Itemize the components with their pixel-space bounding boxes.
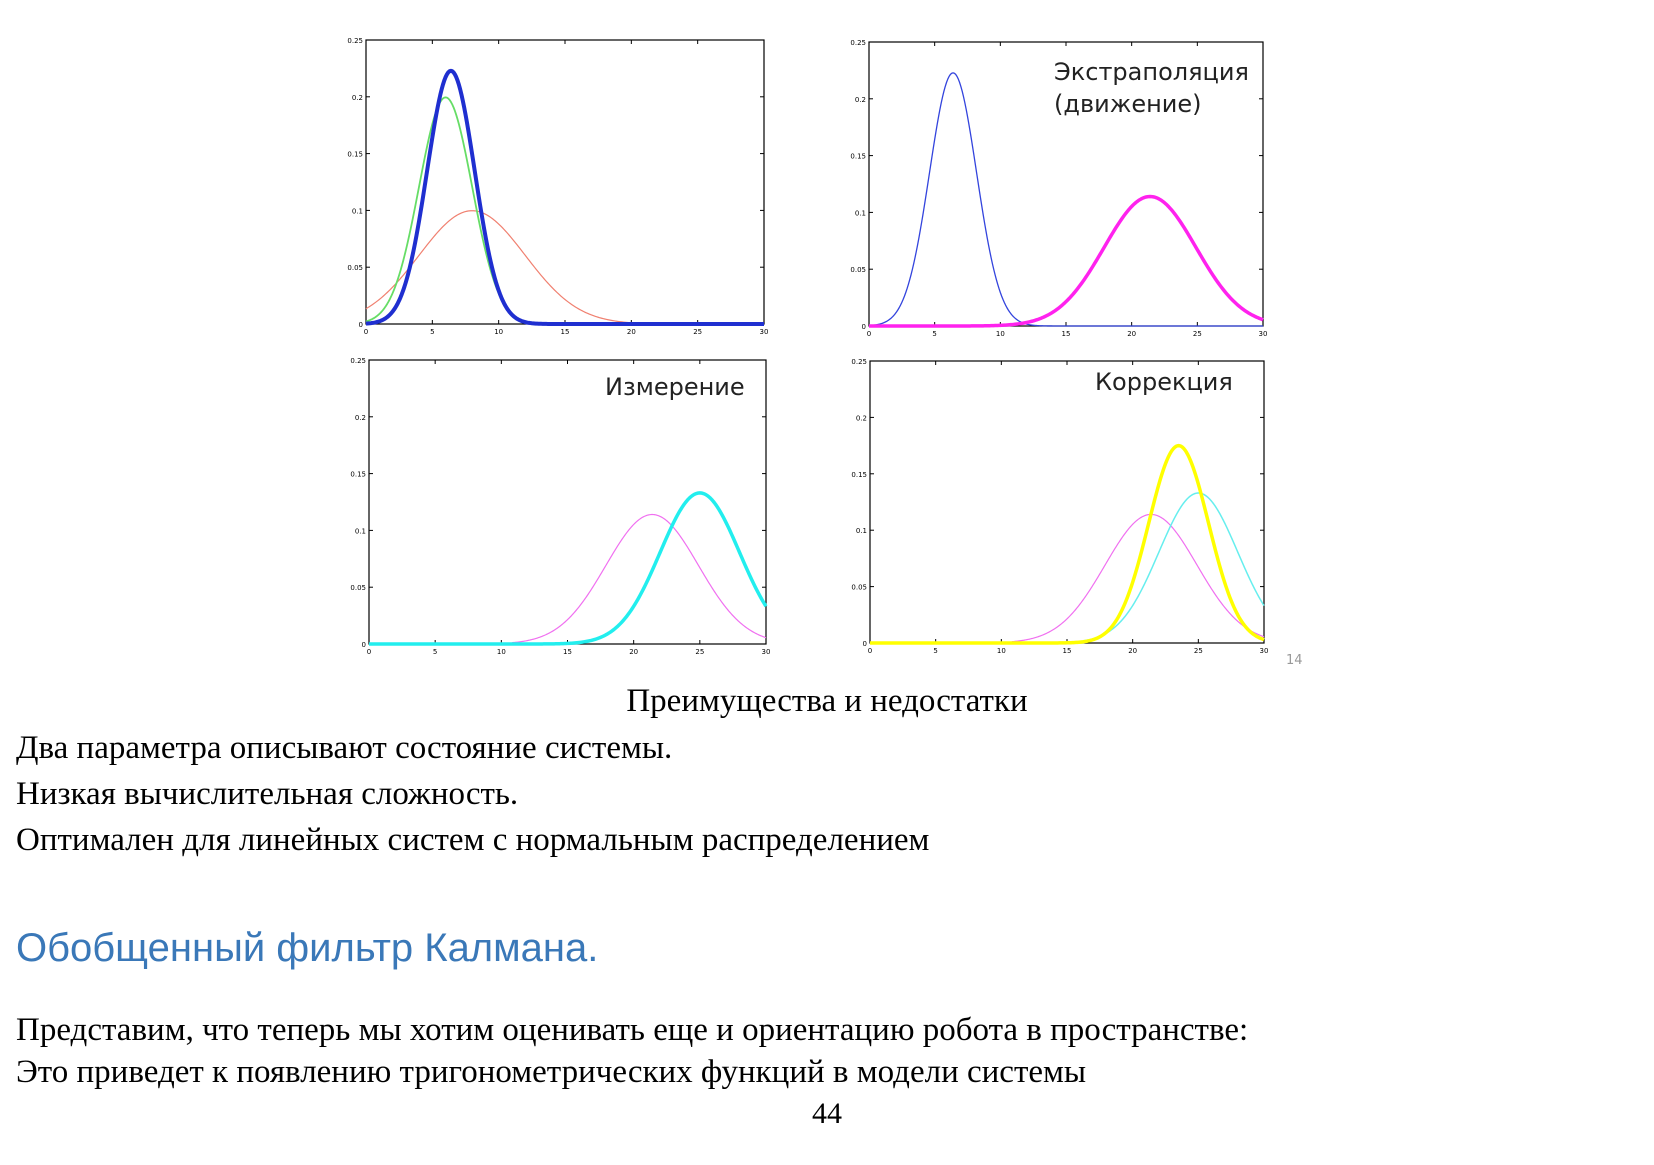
y-tick-label: 0.1	[855, 209, 866, 217]
section-heading: Обобщенный фильтр Калмана.	[16, 926, 599, 970]
x-tick-label: 0	[867, 330, 871, 338]
panel-title: Экстраполяция (движение)	[1054, 58, 1249, 118]
y-tick-label: 0	[863, 640, 867, 648]
x-tick-label: 25	[1194, 647, 1203, 655]
y-tick-label: 0.2	[352, 94, 363, 102]
y-tick-label: 0.05	[850, 266, 866, 274]
series-line	[869, 443, 1265, 645]
chart-panel: 0 5 10 15 20 25 30 0 0.05 0.1 0.15 0.2 0.25	[347, 37, 768, 336]
y-tick-label: 0.25	[850, 39, 866, 47]
x-tick-label: 10	[497, 648, 506, 656]
chart-panel: 0 5 10 15 20 25 30 0 0.05 0.1 0.15 0.2 0.25 Экстрапол…	[850, 39, 1267, 338]
y-tick-label: 0.1	[355, 527, 366, 535]
x-tick-label: 20	[627, 328, 636, 336]
y-tick-label: 0.05	[350, 584, 366, 592]
chart-panel: 0 5 10 15 20 25 30 0 0.05 0.1 0.15 0.2 0.25 Коррекция	[851, 358, 1268, 655]
x-tick-label: 0	[367, 648, 371, 656]
chart-panel: 0 5 10 15 20 25 30 0 0.05 0.1 0.15 0.2 0.25 Измерение	[350, 357, 770, 656]
x-tick-label: 20	[629, 648, 638, 656]
slide-number: 14	[1286, 653, 1303, 668]
x-tick-label: 15	[561, 328, 570, 336]
plot-frame	[868, 41, 1264, 327]
series-line	[368, 491, 768, 646]
x-tick-label: 0	[364, 328, 368, 336]
caption: Преимущества и недостатки	[626, 683, 1028, 719]
x-tick-label: 20	[1127, 330, 1136, 338]
y-tick-label: 0.1	[352, 207, 363, 215]
x-tick-label: 10	[996, 330, 1005, 338]
plot-frame	[368, 359, 767, 645]
x-tick-label: 25	[1193, 330, 1202, 338]
advantage-item: Два параметра описывают состояние систем…	[16, 730, 673, 766]
series-line	[868, 72, 1263, 327]
y-tick-label: 0.1	[856, 527, 867, 535]
plot-frame	[869, 360, 1265, 644]
y-tick-label: 0	[362, 641, 366, 649]
y-tick-label: 0.2	[855, 96, 866, 104]
x-tick-label: 25	[693, 328, 702, 336]
x-tick-label: 30	[1260, 647, 1269, 655]
y-tick-label: 0.2	[856, 414, 867, 422]
x-tick-label: 10	[997, 647, 1006, 655]
x-tick-label: 20	[1128, 647, 1137, 655]
x-tick-label: 0	[868, 647, 872, 655]
y-tick-label: 0.05	[347, 264, 363, 272]
y-tick-label: 0	[359, 321, 363, 329]
x-tick-label: 10	[494, 328, 503, 336]
y-tick-label: 0.15	[350, 471, 366, 479]
x-tick-label: 5	[932, 330, 936, 338]
panel-title: Коррекция	[1095, 368, 1233, 396]
page-number: 44	[812, 1097, 842, 1130]
y-tick-label: 0.15	[347, 151, 363, 159]
y-tick-label: 0.25	[347, 37, 363, 45]
x-tick-label: 5	[433, 648, 437, 656]
x-tick-label: 5	[933, 647, 937, 655]
y-tick-label: 0	[862, 323, 866, 331]
body-line: Представим, что теперь мы хотим оцениват…	[16, 1012, 1249, 1048]
x-tick-label: 15	[1062, 330, 1071, 338]
advantage-item: Низкая вычислительная сложность.	[16, 776, 519, 812]
body-line: Это приведет к появлению тригонометричес…	[16, 1054, 1087, 1090]
panel-title: Измерение	[605, 373, 745, 401]
x-tick-label: 30	[762, 648, 771, 656]
y-tick-label: 0.2	[355, 414, 366, 422]
series-line	[365, 68, 765, 326]
y-tick-label: 0.15	[851, 471, 867, 479]
x-tick-label: 25	[695, 648, 704, 656]
y-tick-label: 0.15	[850, 153, 866, 161]
x-tick-label: 30	[1259, 330, 1268, 338]
y-tick-label: 0.25	[851, 358, 867, 366]
series-line	[1011, 513, 1265, 643]
advantage-item: Оптимален для линейных систем с нормальн…	[16, 822, 930, 858]
x-tick-label: 5	[430, 328, 434, 336]
x-tick-label: 15	[563, 648, 572, 656]
y-tick-label: 0.25	[350, 357, 366, 365]
x-tick-label: 30	[760, 328, 769, 336]
series-line	[511, 513, 767, 644]
plot-frame	[365, 39, 765, 325]
x-tick-label: 15	[1063, 647, 1072, 655]
y-tick-label: 0.05	[851, 584, 867, 592]
series-line	[868, 194, 1264, 328]
